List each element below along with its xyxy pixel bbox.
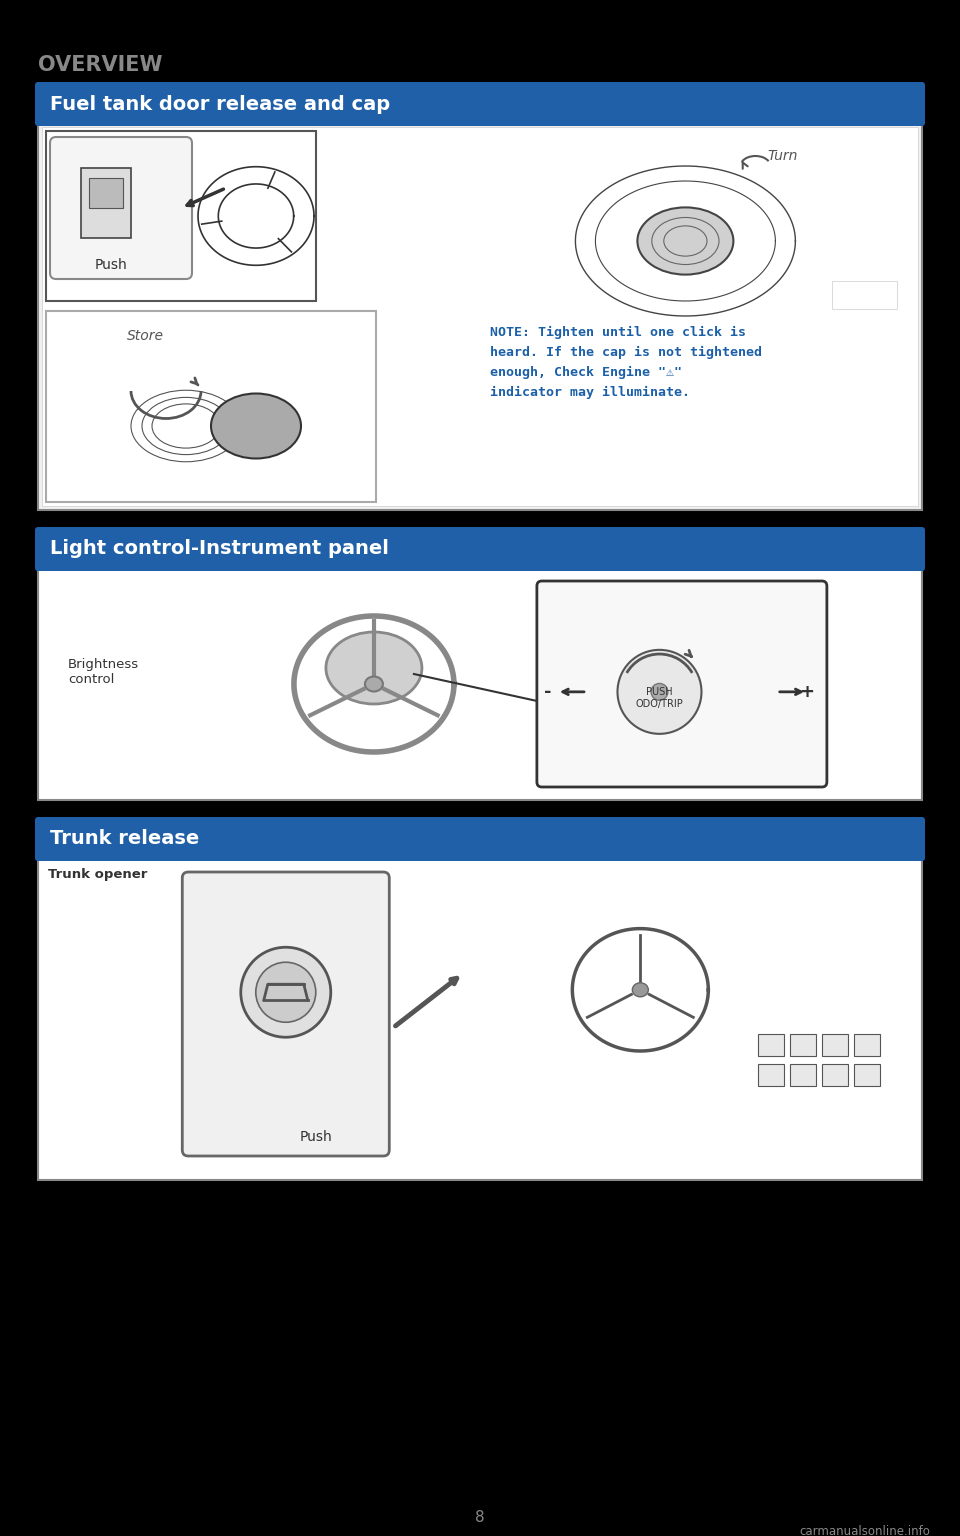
Text: OVERVIEW: OVERVIEW bbox=[38, 55, 162, 75]
Bar bbox=[853, 1034, 880, 1055]
Text: 8: 8 bbox=[475, 1510, 485, 1525]
Bar bbox=[89, 178, 123, 207]
Ellipse shape bbox=[651, 684, 668, 700]
Text: Brightness
control: Brightness control bbox=[68, 659, 139, 687]
Text: Trunk release: Trunk release bbox=[50, 829, 200, 848]
Text: +: + bbox=[799, 684, 814, 700]
Text: Turn: Turn bbox=[768, 149, 798, 163]
Bar bbox=[790, 1063, 816, 1086]
Ellipse shape bbox=[633, 983, 648, 997]
Bar bbox=[46, 310, 376, 502]
Text: Trunk opener: Trunk opener bbox=[48, 868, 148, 882]
Text: carmanualsonline.info: carmanualsonline.info bbox=[799, 1525, 930, 1536]
Ellipse shape bbox=[617, 650, 702, 734]
Bar bbox=[790, 1034, 816, 1055]
Ellipse shape bbox=[255, 962, 316, 1023]
Bar bbox=[38, 568, 922, 800]
Bar bbox=[38, 123, 922, 510]
Text: PUSH
ODO/TRIP: PUSH ODO/TRIP bbox=[636, 687, 684, 710]
Text: NOTE: Tighten until one click is
heard. If the cap is not tightened
enough, Chec: NOTE: Tighten until one click is heard. … bbox=[490, 326, 762, 399]
Text: -: - bbox=[544, 684, 552, 700]
Ellipse shape bbox=[365, 676, 383, 691]
FancyBboxPatch shape bbox=[35, 527, 925, 571]
Bar bbox=[822, 1034, 848, 1055]
Ellipse shape bbox=[241, 948, 331, 1037]
FancyBboxPatch shape bbox=[35, 81, 925, 126]
Bar bbox=[822, 1063, 848, 1086]
Bar bbox=[46, 131, 316, 301]
Text: Fuel tank door release and cap: Fuel tank door release and cap bbox=[50, 95, 390, 114]
FancyBboxPatch shape bbox=[182, 872, 390, 1157]
Text: Light control-Instrument panel: Light control-Instrument panel bbox=[50, 539, 389, 559]
Text: Store: Store bbox=[127, 329, 163, 343]
Ellipse shape bbox=[326, 631, 422, 703]
Bar bbox=[42, 127, 918, 505]
FancyBboxPatch shape bbox=[537, 581, 827, 786]
Bar bbox=[832, 281, 897, 309]
Text: Push: Push bbox=[95, 258, 128, 272]
Bar bbox=[757, 1034, 784, 1055]
Bar bbox=[81, 167, 131, 238]
FancyBboxPatch shape bbox=[50, 137, 192, 280]
FancyBboxPatch shape bbox=[35, 817, 925, 862]
Ellipse shape bbox=[637, 207, 733, 275]
Bar bbox=[38, 859, 922, 1180]
Bar bbox=[853, 1063, 880, 1086]
Bar bbox=[757, 1063, 784, 1086]
Text: Push: Push bbox=[300, 1130, 332, 1144]
Ellipse shape bbox=[211, 393, 301, 459]
